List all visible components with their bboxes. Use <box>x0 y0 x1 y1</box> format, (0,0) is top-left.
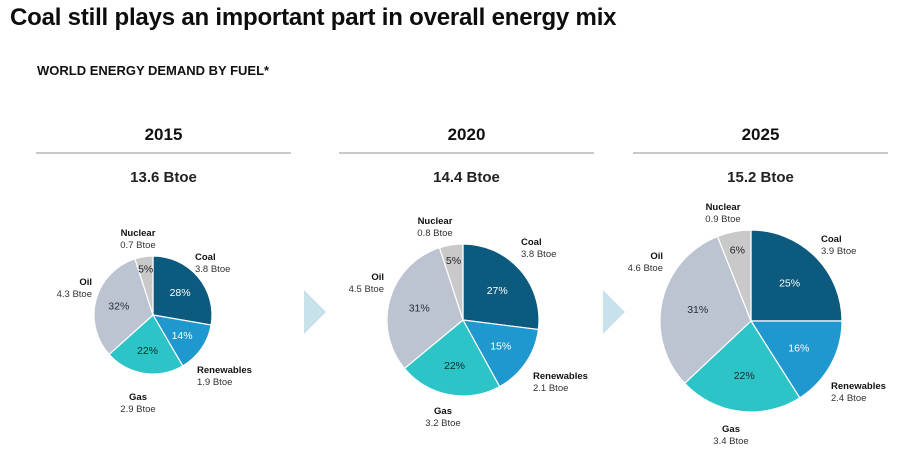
slice-percent-label: 15% <box>490 341 511 353</box>
pie-slice-gas <box>403 319 501 397</box>
pie-slice-gas <box>683 320 801 413</box>
slice-name-label: Renewables <box>533 371 588 382</box>
total-demand: 14.4 Btoe <box>433 169 500 186</box>
slice-name-label: Coal <box>195 252 216 263</box>
slice-name-label: Nuclear <box>121 228 156 239</box>
slice-value-label: 1.9 Btoe <box>197 377 232 388</box>
slice-value-label: 3.4 Btoe <box>713 436 748 447</box>
slice-value-label: 3.8 Btoe <box>521 249 556 260</box>
total-demand: 15.2 Btoe <box>727 169 794 186</box>
slice-name-label: Renewables <box>197 365 252 376</box>
slice-value-label: 4.6 Btoe <box>628 263 663 274</box>
slice-value-label: 3.2 Btoe <box>425 418 460 429</box>
pie-slice-nuclear <box>716 229 752 322</box>
slice-percent-label: 14% <box>172 330 193 342</box>
slice-percent-label: 5% <box>446 255 461 267</box>
slice-name-label: Coal <box>821 234 842 245</box>
pie-slice-oil <box>93 258 154 356</box>
panel-2015: 2015 13.6 Btoe <box>36 125 291 186</box>
panel-2020: 2020 14.4 Btoe <box>339 125 594 186</box>
slice-value-label: 0.8 Btoe <box>417 228 452 239</box>
slice-percent-label: 25% <box>779 277 800 289</box>
slice-percent-label: 31% <box>409 302 430 314</box>
year-heading: 2020 <box>339 125 594 154</box>
slice-value-label: 4.3 Btoe <box>57 289 92 300</box>
slice-percent-label: 5% <box>138 263 153 275</box>
slice-value-label: 4.5 Btoe <box>349 284 384 295</box>
pie-slice-coal <box>750 229 843 322</box>
pie-slice-renewables <box>151 314 212 367</box>
year-heading: 2025 <box>633 125 888 154</box>
slice-name-label: Renewables <box>831 381 886 392</box>
pie-slice-renewables <box>461 319 540 388</box>
pie-slice-nuclear <box>134 255 154 316</box>
slice-value-label: 0.9 Btoe <box>705 214 740 225</box>
slice-percent-label: 16% <box>788 342 809 354</box>
pie-slice-oil <box>386 246 464 370</box>
slice-name-label: Nuclear <box>418 216 453 227</box>
slice-percent-label: 6% <box>730 245 745 257</box>
transition-arrow-icon <box>603 290 625 334</box>
slice-name-label: Nuclear <box>706 202 741 213</box>
transition-arrow-icon <box>304 290 326 334</box>
slice-percent-label: 22% <box>734 370 755 382</box>
slice-name-label: Gas <box>722 424 740 435</box>
slice-name-label: Oil <box>650 251 663 262</box>
slice-name-label: Oil <box>79 277 92 288</box>
slice-value-label: 2.4 Btoe <box>831 393 866 404</box>
pie-slice-renewables <box>749 320 843 399</box>
slice-value-label: 2.1 Btoe <box>533 383 568 394</box>
slice-value-label: 3.9 Btoe <box>821 246 856 257</box>
slice-value-label: 2.9 Btoe <box>120 404 155 415</box>
pie-slice-nuclear <box>438 243 464 321</box>
slice-name-label: Gas <box>129 392 147 403</box>
pie-slice-oil <box>659 235 752 385</box>
pie-slice-coal <box>462 243 540 331</box>
slice-percent-label: 27% <box>487 285 508 297</box>
slice-percent-label: 22% <box>137 345 158 357</box>
year-heading: 2015 <box>36 125 291 154</box>
chart-subtitle: WORLD ENERGY DEMAND BY FUEL* <box>37 63 270 78</box>
slice-percent-label: 28% <box>170 287 191 299</box>
total-demand: 13.6 Btoe <box>130 169 197 186</box>
pie-slice-coal <box>152 255 213 326</box>
pie-slice-gas <box>108 314 184 375</box>
slice-value-label: 3.8 Btoe <box>195 264 230 275</box>
slice-value-label: 0.7 Btoe <box>120 240 155 251</box>
slice-percent-label: 22% <box>444 360 465 372</box>
slice-percent-label: 31% <box>687 304 708 316</box>
slice-name-label: Coal <box>521 237 542 248</box>
slice-name-label: Gas <box>434 406 452 417</box>
slice-name-label: Oil <box>371 272 384 283</box>
panel-2025: 2025 15.2 Btoe <box>633 125 888 186</box>
slice-percent-label: 32% <box>108 301 129 313</box>
page-title: Coal still plays an important part in ov… <box>10 4 617 31</box>
